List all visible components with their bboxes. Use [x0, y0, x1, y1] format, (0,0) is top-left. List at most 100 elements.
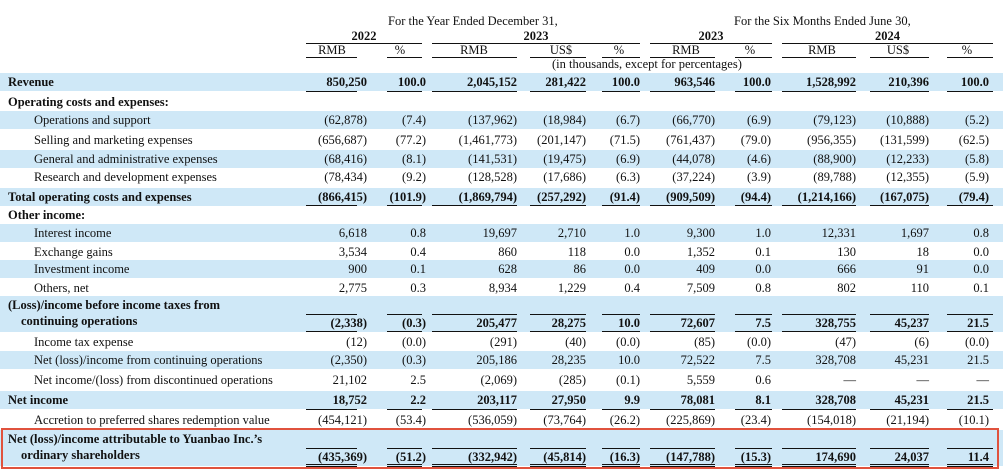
cell-rmb-h1-2024: 328,708: [815, 393, 856, 407]
cell-pct-2023: (0.0): [616, 335, 640, 349]
row-label: Operations and support: [34, 113, 151, 127]
cell-pct-h1-2023: (3.9): [747, 170, 771, 184]
cell-usd-h1-2024: 18: [916, 245, 930, 259]
cell-pct-h1-2023: 0.0: [755, 262, 771, 276]
cell-rmb-h1-2023: (909,509): [666, 190, 715, 204]
cell-rmb-2023: 205,477: [476, 316, 517, 330]
cell-rmb-h1-2024: (154,018): [807, 413, 856, 427]
cell-usd-h1-2024: 24,037: [894, 450, 929, 464]
cell-pct-2023: (6.9): [616, 152, 640, 166]
row-label: Revenue: [8, 75, 54, 89]
row-label: Operating costs and expenses:: [8, 95, 169, 109]
cell-rmb-2022: (78,434): [324, 170, 367, 184]
cell-usd-2023: (45,814): [543, 450, 586, 464]
cell-rmb-2023: (141,531): [468, 152, 517, 166]
cell-pct-2023: 0.0: [624, 262, 640, 276]
row-label: Others, net: [34, 281, 89, 295]
year-2023-header: 2023: [523, 29, 549, 43]
row-label: Interest income: [34, 226, 112, 240]
cell-usd-2023: (73,764): [543, 413, 586, 427]
cell-pct-h1-2024: (5.2): [965, 113, 989, 127]
column-header-rmb-2023: RMB: [460, 43, 488, 57]
column-header-pct-2022: %: [394, 43, 406, 57]
cell-pct-2022: 0.4: [410, 245, 426, 259]
cell-pct-2023: 0.0: [624, 245, 640, 259]
cell-pct-h1-2024: 100.0: [960, 75, 989, 89]
cell-pct-2022: 0.8: [410, 226, 426, 240]
cell-usd-2023: 86: [573, 262, 587, 276]
cell-pct-h1-2023: (23.4): [740, 413, 771, 427]
cell-rmb-h1-2024: 666: [837, 262, 856, 276]
cell-rmb-h1-2023: (66,770): [672, 113, 715, 127]
cell-rmb-h1-2024: (88,900): [813, 152, 856, 166]
cell-pct-h1-2024: (5.9): [965, 170, 989, 184]
cell-pct-h1-2023: (79.0): [740, 133, 771, 147]
column-header-rmb-2022: RMB: [318, 43, 346, 57]
cell-usd-2023: (257,292): [537, 190, 586, 204]
cell-rmb-h1-2024: 174,690: [815, 450, 856, 464]
cell-pct-2022: (8.1): [402, 152, 426, 166]
row-label: Net income: [8, 393, 69, 407]
cell-rmb-h1-2023: 963,546: [674, 75, 715, 89]
cell-rmb-2023: (332,942): [468, 450, 517, 464]
cell-pct-h1-2023: 7.5: [755, 316, 771, 330]
row-label: Net (loss)/income from continuing operat…: [34, 353, 263, 367]
cell-rmb-h1-2023: 7,509: [686, 281, 715, 295]
cell-rmb-2022: 3,534: [338, 245, 367, 259]
cell-usd-2023: (19,475): [543, 152, 586, 166]
cell-rmb-2023: 628: [498, 262, 517, 276]
cell-rmb-h1-2024: 328,755: [815, 316, 856, 330]
cell-pct-h1-2023: 100.0: [742, 75, 771, 89]
cell-pct-2022: (0.0): [402, 335, 426, 349]
cell-pct-2023: (6.3): [616, 170, 640, 184]
cell-pct-2022: (53.4): [395, 413, 426, 427]
column-header-pct-h1-2023: %: [744, 43, 756, 57]
cell-usd-2023: 2,710: [557, 226, 586, 240]
row-label: Investment income: [34, 262, 130, 276]
cell-rmb-2022: 18,752: [332, 393, 367, 407]
cell-rmb-2022: (62,878): [324, 113, 367, 127]
cell-usd-h1-2024: —: [916, 373, 930, 387]
cell-usd-2023: 118: [567, 245, 586, 259]
cell-pct-2023: (16.3): [609, 450, 640, 464]
cell-pct-h1-2024: 0.1: [973, 281, 989, 295]
cell-rmb-2023: 205,186: [476, 353, 517, 367]
row-label: Net income/(loss) from discontinued oper…: [34, 373, 273, 387]
row-label: Net (loss)/income attributable to Yuanba…: [8, 432, 263, 462]
cell-pct-2023: 1.0: [624, 226, 640, 240]
row-operating-costs-heading: Operating costs and expenses:: [0, 93, 1003, 111]
cell-rmb-h1-2023: 78,081: [680, 393, 715, 407]
cell-usd-2023: 28,235: [551, 353, 586, 367]
cell-rmb-2022: 850,250: [326, 75, 367, 89]
cell-usd-2023: (285): [558, 373, 586, 387]
cell-rmb-2023: (1,869,794): [458, 190, 517, 204]
row-accretion-preferred-shares: Accretion to preferred shares redemption…: [0, 411, 1003, 429]
cell-pct-2022: 2.2: [410, 393, 426, 407]
row-net-income: Net income 18,752 2.2 203,117 27,950 9.9 78,08…: [0, 391, 1003, 409]
cell-rmb-2023: 19,697: [482, 226, 517, 240]
cell-rmb-2023: 8,934: [488, 281, 517, 295]
cell-pct-h1-2024: (79.4): [958, 190, 989, 204]
cell-usd-h1-2024: 45,231: [894, 393, 929, 407]
column-header-pct-2023: %: [613, 43, 625, 57]
cell-pct-2022: (101.9): [389, 190, 426, 204]
cell-rmb-h1-2023: 72,607: [680, 316, 715, 330]
row-income-tax-expense: Income tax expense (12) (0.0) (291) (40) (0.0…: [0, 333, 1003, 351]
cell-usd-h1-2024: 91: [916, 262, 930, 276]
cell-usd-2023: (201,147): [537, 133, 586, 147]
cell-rmb-2023: (2,069): [480, 373, 517, 387]
cell-rmb-2023: 860: [498, 245, 517, 259]
cell-rmb-h1-2023: (44,078): [672, 152, 715, 166]
cell-usd-h1-2024: 1,697: [900, 226, 929, 240]
cell-pct-2022: 100.0: [397, 75, 426, 89]
cell-pct-2023: (26.2): [609, 413, 640, 427]
highlight-box: [1, 428, 999, 469]
cell-rmb-h1-2023: (37,224): [672, 170, 715, 184]
row-label: Other income:: [8, 208, 86, 222]
cell-rmb-h1-2023: (147,788): [666, 450, 715, 464]
cell-pct-2022: (7.4): [402, 113, 426, 127]
cell-rmb-h1-2024: 1,528,992: [806, 75, 856, 89]
cell-pct-h1-2024: 21.5: [967, 316, 989, 330]
cell-usd-h1-2024: (12,355): [886, 170, 929, 184]
row-label: (Loss)/income before income taxes from co…: [8, 298, 220, 328]
